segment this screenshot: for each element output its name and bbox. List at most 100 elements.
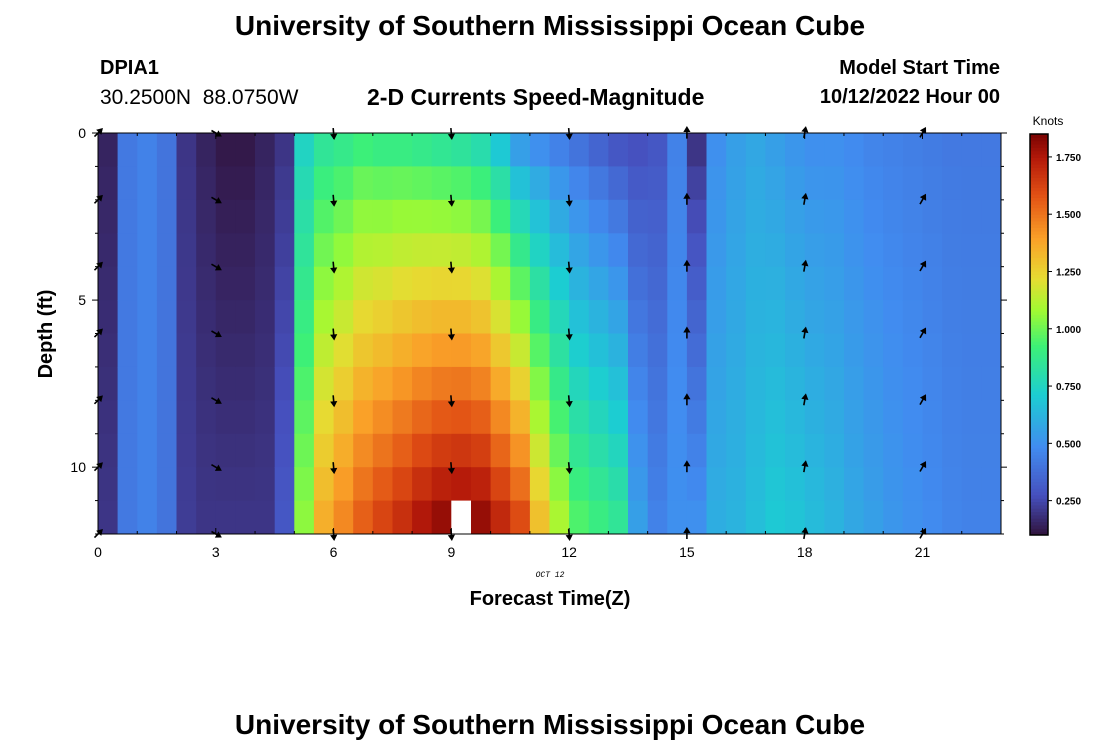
heatmap-cell [431,199,452,234]
colorbar-segment [1030,411,1048,416]
heatmap-cell [686,233,708,268]
heatmap-cell [883,500,904,534]
colorbar-segment [1030,344,1048,349]
heatmap-cell [628,366,649,401]
current-arrow [565,261,573,274]
heatmap-cell [902,333,923,368]
heatmap-cell [922,266,943,301]
heatmap-cell [942,400,963,435]
heatmap-cell [922,300,943,335]
colorbar-segment [1030,438,1048,442]
heatmap-cell [804,233,825,268]
heatmap-cell [529,133,551,167]
colorbar-segment [1030,478,1048,483]
heatmap-cell [353,467,374,502]
heatmap-cell [451,467,472,502]
heatmap-cell [942,467,963,502]
colorbar-segment [1030,324,1048,329]
heatmap-cell [765,366,786,401]
heatmap-cell [981,400,1001,435]
heatmap-cell [471,400,492,435]
heatmap-cell [274,300,295,335]
heatmap-cell [961,199,982,234]
colorbar-segment [1030,357,1048,362]
heatmap-cell [372,500,393,534]
heatmap-cell [510,433,531,468]
heatmap-cell [529,400,551,435]
heatmap-cell [765,266,786,301]
heatmap-cell [274,133,295,167]
y-tick-label: 5 [78,292,86,308]
heatmap-cell [549,433,570,468]
heatmap-cell [745,133,766,167]
heatmap-cell [902,467,923,502]
heatmap-cell [196,300,217,335]
heatmap-cell [313,199,335,234]
heatmap-cell [726,199,747,234]
heatmap-cell [844,233,865,268]
current-arrow [211,330,222,338]
heatmap-cell [313,400,335,435]
colorbar-segment [1030,144,1048,148]
colorbar-segment [1030,271,1048,275]
heatmap-cell [785,433,806,468]
colorbar-tick-label: 1.500 [1056,210,1081,221]
heatmap-cell [824,433,845,468]
heatmap-cell [294,467,315,502]
heatmap-cell [647,300,668,335]
heatmap-cell [686,433,708,468]
colorbar-segment [1030,387,1048,392]
heatmap-cell [942,166,963,201]
heatmap-cell [549,300,570,335]
heatmap-cell [981,199,1001,234]
heatmap-cell [922,133,943,167]
heatmap-cell [451,333,472,368]
heatmap-cell [824,400,845,435]
heatmap-cell [883,433,904,468]
heatmap-cell [726,500,747,534]
heatmap-cell [137,433,158,468]
heatmap-cell [274,366,295,401]
current-arrow [919,394,927,406]
heatmap-cell [372,433,393,468]
heatmap-cell [490,400,511,435]
heatmap-cell [863,467,884,502]
heatmap-cell [745,467,766,502]
heatmap-cell [333,199,354,234]
colorbar-segment [1030,170,1048,175]
current-arrow [565,328,573,341]
heatmap-cell [549,467,570,502]
heatmap-cell [529,433,551,468]
colorbar-segment [1030,250,1048,255]
heatmap-cell [333,133,354,167]
colorbar-segment [1030,494,1048,499]
heatmap-cell [883,133,904,167]
heatmap-cell [647,233,668,268]
current-arrow [330,261,338,274]
heatmap-cell [215,366,236,401]
heatmap-cell [726,300,747,335]
heatmap-cell [255,300,276,335]
colorbar-segment [1030,374,1048,379]
heatmap-cell [686,300,708,335]
heatmap-cell [628,400,649,435]
colorbar-segment [1030,404,1048,409]
heatmap-cell [726,266,747,301]
heatmap-cell [608,400,629,435]
heatmap-cell [215,166,236,201]
heatmap-cell [844,266,865,301]
x-tick-label: 21 [915,544,931,560]
heatmap-cell [824,199,845,234]
colorbar-segment [1030,511,1048,516]
x-tick-label: 6 [330,544,338,560]
colorbar: 0.250 0.500 0.750 1.000 1.250 1.500 1.750 [1029,133,1081,536]
heatmap-cell [942,300,963,335]
heatmap-cell [196,333,217,368]
heatmap-cell [667,467,688,502]
heatmap-cell [490,233,511,268]
date-label: OCT 12 [536,571,565,580]
colorbar-segment [1030,134,1048,138]
heatmap-cell [922,400,943,435]
colorbar-segment [1030,230,1048,235]
heatmap-cell [883,233,904,268]
